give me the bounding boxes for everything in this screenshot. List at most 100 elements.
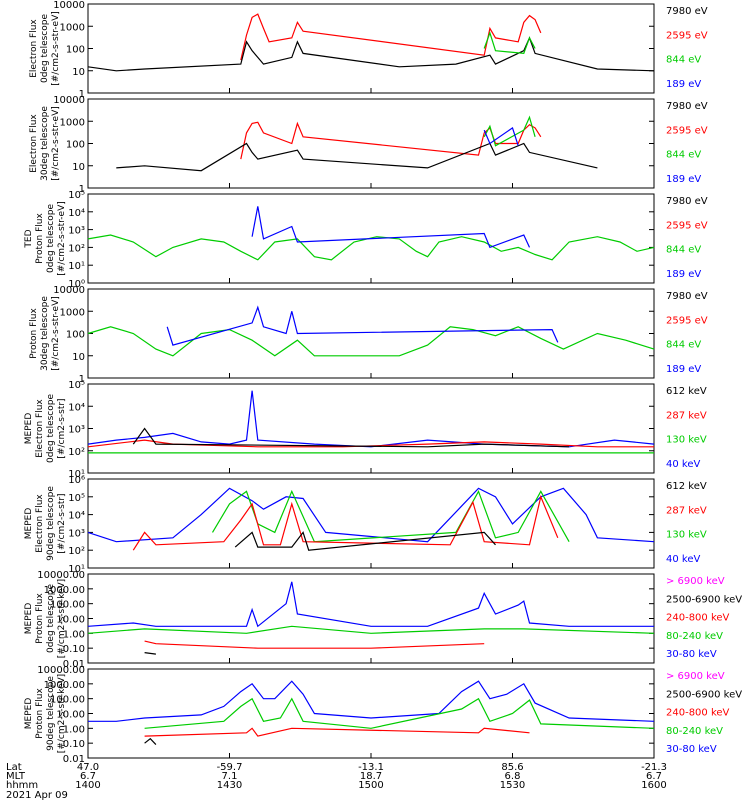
y-tick-label: 100.00: [50, 695, 85, 706]
data-series: [87, 581, 654, 628]
plot-frame: [87, 3, 655, 94]
data-series: [483, 126, 519, 146]
panel-8: 10000.00 1000.00 100.00 10.00 1.00 0.10 0.01 ME…: [24, 665, 742, 765]
y-tick-label: 10000: [53, 0, 85, 11]
y-axis-label: Proton Flux: [35, 593, 45, 644]
legend-entry: > 6900 keV: [666, 576, 725, 587]
y-tick-label: 1: [79, 89, 85, 100]
y-axis-label: 30deg telescope: [40, 296, 50, 371]
y-tick-label: 10⁰: [68, 279, 85, 290]
y-axis-label: MEPED: [24, 413, 34, 445]
y-axis-label: [#/cm2-s-str-eV]: [51, 11, 61, 86]
legend-entry: 2595 eV: [666, 30, 708, 41]
y-tick-label: 1.00: [63, 724, 85, 735]
legend-entry: 189 eV: [666, 269, 701, 280]
y-tick-label: 10000.00: [37, 665, 85, 676]
y-tick-label: 10¹: [68, 564, 85, 575]
y-axis-label: TED: [24, 229, 34, 248]
x-tick-label-mlt: 6.7: [646, 771, 662, 782]
plot-frame: [87, 288, 655, 379]
y-tick-label: 10⁴: [68, 402, 85, 413]
legend-entry: 287 keV: [666, 410, 707, 421]
y-tick-label: 100.00: [50, 600, 85, 611]
y-tick-label: 100: [66, 330, 85, 341]
data-series: [87, 390, 655, 448]
legend-entry: 30-80 keV: [666, 744, 717, 755]
y-axis-label: MEPED: [24, 603, 34, 635]
y-tick-label: 10000.00: [37, 570, 85, 581]
y-axis-label: 90deg telescope: [46, 486, 56, 561]
y-axis-label: 0deg telescope: [40, 14, 50, 84]
panel-6: 10⁶ 10⁵ 10⁴ 10³ 10² 10¹ MEPED Electron Flux 90de…: [24, 475, 707, 575]
y-tick-label: 10⁵: [68, 190, 85, 201]
data-series: [144, 652, 156, 655]
y-axis-label: [#/cm2-s-str]: [57, 398, 67, 458]
data-series: [240, 13, 542, 61]
y-tick-label: 100: [66, 140, 85, 151]
legend-entry: 7980 eV: [666, 6, 708, 17]
x-tick-label-hhmm: 1600: [641, 780, 666, 791]
y-tick-label: 10³: [68, 226, 85, 237]
y-axis-label: 0deg telescope: [46, 584, 56, 654]
x-tick-label-lat: 85.6: [501, 762, 523, 773]
y-tick-label: 10: [72, 162, 85, 173]
plot-frame: [87, 383, 655, 474]
legend-entry: 189 eV: [666, 79, 701, 90]
legend-entry: 7980 eV: [666, 101, 708, 112]
y-axis-label: 0deg telescope: [46, 394, 56, 464]
legend-entry: 80-240 keV: [666, 631, 723, 642]
y-tick-label: 10000: [53, 95, 85, 106]
data-series: [144, 727, 530, 737]
panel-1: 10000 1000 100 10 1 Electron Flux 0deg telesco…: [29, 0, 708, 100]
y-axis-label: [#/cm2-s-str-eV]: [57, 201, 67, 276]
y-axis-label: [#/cm2-s-str-eV]: [51, 296, 61, 371]
legend-entry: > 6900 keV: [666, 671, 725, 682]
data-series: [87, 36, 655, 72]
y-tick-label: 10²: [68, 243, 85, 254]
y-tick-label: 10²: [68, 546, 85, 557]
y-axis-label: [#/cm2-s-str]: [57, 493, 67, 553]
y-tick-label: 0.01: [63, 754, 85, 765]
x-tick-label-mlt: 18.7: [360, 771, 382, 782]
legend-entry: 2595 eV: [666, 125, 708, 136]
legend-entry: 40 keV: [666, 554, 700, 565]
data-series: [116, 142, 598, 172]
date-label: 2021 Apr 09: [6, 790, 68, 800]
y-tick-label: 1: [79, 184, 85, 195]
legend-entry: 844 eV: [666, 55, 701, 66]
legend-entry: 2595 eV: [666, 220, 708, 231]
data-series: [240, 121, 542, 160]
legend-entry: 80-240 keV: [666, 726, 723, 737]
y-axis-label: 0deg telescope: [46, 204, 56, 274]
panel-3: 10⁵ 10⁴ 10³ 10² 10¹ 10⁰ TED Proton Flux 0deg tel…: [24, 190, 708, 290]
y-axis-label: MEPED: [24, 508, 34, 540]
y-tick-label: 100: [66, 45, 85, 56]
y-tick-label: 10⁵: [68, 493, 85, 504]
y-tick-label: 10: [72, 352, 85, 363]
y-axis-label: 90deg telescope: [46, 676, 56, 751]
y-axis-label: [#/cm2-s-str-eV]: [51, 106, 61, 181]
x-tick-label-lat: -21.3: [641, 762, 667, 773]
y-tick-label: 10: [72, 67, 85, 78]
y-axis-label: Proton Flux: [29, 308, 39, 359]
legend-entry: 130 keV: [666, 530, 707, 541]
legend-entry: 189 eV: [666, 364, 701, 375]
y-tick-label: 1.00: [63, 629, 85, 640]
legend-entry: 2500-6900 keV: [666, 689, 742, 700]
x-tick-label-lat: 47.0: [77, 762, 99, 773]
legend-entry: 7980 eV: [666, 291, 708, 302]
y-tick-label: 10.00: [56, 615, 85, 626]
x-tick-label-hhmm: 1430: [217, 780, 242, 791]
y-tick-label: 1000: [60, 22, 85, 33]
legend-entry: 844 eV: [666, 340, 701, 351]
legend-entry: 844 eV: [666, 150, 701, 161]
y-tick-label: 10⁴: [68, 511, 85, 522]
y-tick-label: 0.10: [63, 739, 85, 750]
legend-entry: 7980 eV: [666, 196, 708, 207]
legend-entry: 30-80 keV: [666, 649, 717, 660]
x-axis-labels: Lat MLT hhmm 2021 Apr 09 47.06.71400-59.…: [6, 762, 667, 800]
data-series: [483, 31, 536, 55]
panel-4: 10000 1000 100 10 1 Proton Flux 30deg telescop…: [29, 285, 708, 385]
legend-entry: 40 keV: [666, 459, 700, 470]
data-series: [132, 494, 559, 551]
